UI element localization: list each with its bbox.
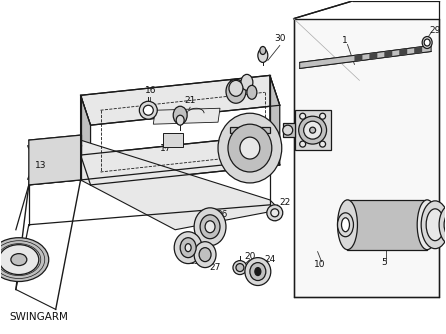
Circle shape (304, 121, 322, 139)
Ellipse shape (417, 200, 437, 249)
Ellipse shape (226, 79, 246, 103)
Ellipse shape (422, 36, 432, 48)
Text: SWINGARM: SWINGARM (9, 312, 68, 322)
Polygon shape (283, 123, 295, 137)
Polygon shape (29, 140, 280, 230)
Text: 20: 20 (244, 252, 256, 261)
Text: 17: 17 (160, 144, 171, 153)
Ellipse shape (143, 105, 153, 115)
Text: 24: 24 (264, 255, 276, 264)
Text: 27: 27 (209, 263, 221, 272)
Ellipse shape (185, 244, 191, 252)
Ellipse shape (236, 264, 244, 272)
Ellipse shape (260, 46, 266, 54)
Ellipse shape (421, 201, 446, 248)
Ellipse shape (271, 209, 279, 217)
Polygon shape (270, 75, 280, 165)
Polygon shape (81, 95, 91, 185)
Ellipse shape (229, 80, 243, 96)
Ellipse shape (267, 205, 283, 221)
Polygon shape (153, 108, 220, 124)
Text: 15: 15 (190, 257, 201, 266)
Circle shape (320, 113, 326, 119)
Polygon shape (81, 135, 280, 185)
Ellipse shape (338, 213, 354, 237)
Polygon shape (81, 75, 280, 125)
Polygon shape (369, 52, 377, 59)
Ellipse shape (233, 261, 247, 275)
Polygon shape (29, 135, 81, 185)
Ellipse shape (180, 238, 196, 258)
Polygon shape (300, 45, 431, 68)
Ellipse shape (258, 48, 268, 62)
Polygon shape (355, 54, 363, 61)
Text: 21: 21 (185, 96, 196, 105)
Text: 16: 16 (145, 86, 156, 95)
Ellipse shape (0, 245, 39, 275)
Text: 10: 10 (314, 260, 325, 269)
Ellipse shape (241, 74, 253, 90)
Text: 5: 5 (381, 258, 387, 267)
Ellipse shape (228, 124, 272, 172)
Text: 1: 1 (342, 36, 347, 45)
Ellipse shape (444, 213, 446, 237)
Text: 8: 8 (416, 225, 422, 234)
Ellipse shape (200, 215, 220, 239)
Polygon shape (295, 110, 330, 150)
Bar (163, 133, 183, 147)
Ellipse shape (173, 106, 187, 124)
Text: 29: 29 (429, 26, 441, 35)
Text: 18: 18 (264, 133, 276, 142)
Polygon shape (294, 19, 439, 298)
Circle shape (299, 116, 326, 144)
Ellipse shape (240, 137, 260, 159)
Circle shape (300, 113, 306, 119)
Ellipse shape (342, 218, 350, 232)
Ellipse shape (250, 263, 266, 281)
Ellipse shape (247, 86, 257, 99)
Ellipse shape (255, 268, 261, 276)
Ellipse shape (439, 205, 446, 245)
Circle shape (320, 141, 326, 147)
Polygon shape (384, 50, 392, 57)
Ellipse shape (176, 115, 184, 125)
Polygon shape (399, 49, 407, 55)
Ellipse shape (11, 254, 27, 266)
Text: 13: 13 (35, 161, 46, 170)
Ellipse shape (139, 101, 157, 119)
Text: 26: 26 (216, 210, 228, 219)
Circle shape (283, 125, 293, 135)
Circle shape (310, 127, 316, 133)
Polygon shape (347, 200, 427, 249)
Ellipse shape (424, 39, 430, 46)
Ellipse shape (174, 232, 202, 264)
Ellipse shape (194, 242, 216, 268)
Ellipse shape (338, 200, 357, 249)
Ellipse shape (245, 258, 271, 286)
Ellipse shape (218, 113, 282, 183)
Text: 28: 28 (429, 217, 440, 226)
Polygon shape (414, 47, 422, 54)
Polygon shape (230, 127, 270, 133)
Ellipse shape (194, 208, 226, 246)
Circle shape (300, 141, 306, 147)
Ellipse shape (205, 221, 215, 233)
Ellipse shape (426, 209, 444, 241)
Ellipse shape (0, 238, 49, 282)
Text: 22: 22 (279, 198, 290, 207)
Text: 30: 30 (274, 34, 285, 43)
Ellipse shape (199, 248, 211, 262)
